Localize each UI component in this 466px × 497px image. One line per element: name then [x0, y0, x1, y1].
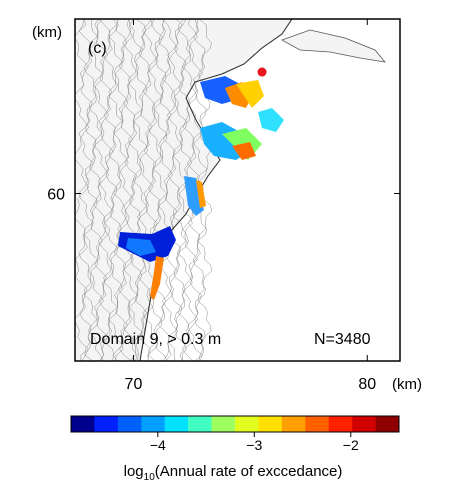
x-axis-ticks: 70 80 — [125, 19, 376, 393]
colorbar-cell — [71, 416, 95, 432]
colorbar-tick-label: −4 — [150, 437, 166, 453]
contour-line — [75, 19, 90, 361]
colorbar-cell — [258, 416, 283, 432]
contour-line — [92, 19, 109, 361]
domain-annotation: Domain 9, > 0.3 m — [90, 331, 221, 348]
contour-line — [157, 19, 174, 361]
colorbar-tick-label: −2 — [343, 437, 359, 453]
contour-line — [132, 19, 148, 361]
contour-line — [161, 19, 179, 361]
colorbar-ticks: −4 −3 −2 — [150, 432, 359, 453]
inundation-zones — [118, 76, 284, 300]
colorbar-cell — [375, 416, 400, 432]
zone-coast-strip-hot — [196, 180, 206, 208]
y-unit-label: (km) — [32, 24, 62, 41]
zone-coast-strip — [184, 176, 204, 216]
x-unit-label: (km) — [392, 376, 422, 393]
colorbar-cell — [141, 416, 166, 432]
contour-line — [83, 19, 99, 361]
contour-line — [127, 19, 143, 361]
colorbar-cells — [71, 416, 400, 432]
colorbar-tick-label: −3 — [246, 437, 262, 453]
map-panel: 60 70 80 (c) (km) (km) Domain 9, > 0.3 m … — [32, 18, 422, 393]
contour-line — [112, 19, 129, 361]
north-peninsula — [281, 29, 386, 63]
zone-east-islands — [258, 108, 284, 132]
contour-line — [166, 19, 184, 361]
contour-line — [177, 19, 193, 361]
x-tick-label: 70 — [125, 376, 143, 393]
colorbar-label: log10(Annual rate of exccedance) — [124, 463, 343, 483]
contour-line — [172, 19, 188, 361]
colorbar-cell — [328, 416, 353, 432]
colorbar-cell — [235, 416, 259, 432]
y-axis-ticks: 60 — [47, 186, 400, 203]
colorbar-cell — [281, 416, 306, 432]
zone-bay-north-edge — [236, 80, 264, 108]
count-annotation: N=3480 — [314, 331, 371, 348]
contour-line — [97, 19, 114, 361]
contour-line — [102, 19, 119, 361]
map-frame — [74, 18, 401, 362]
topographic-contours — [75, 19, 213, 361]
colorbar-cell — [164, 416, 189, 432]
colorbar-cell — [117, 416, 142, 432]
colorbar-cell — [352, 416, 376, 432]
colorbar: −4 −3 −2 log10(Annual rate of exccedance) — [70, 415, 400, 483]
colorbar-cell — [305, 416, 330, 432]
zone-mid-hot — [232, 142, 256, 160]
colorbar-cell — [188, 416, 212, 432]
site-marker — [257, 67, 267, 77]
contour-line — [117, 19, 134, 361]
x-tick-label: 80 — [358, 376, 376, 393]
colorbar-frame — [70, 415, 400, 433]
panel-label: (c) — [88, 40, 107, 57]
contour-line — [122, 19, 139, 361]
zone-south-shore — [150, 256, 164, 300]
y-tick-label: 60 — [47, 186, 65, 203]
contour-line — [108, 19, 124, 361]
contour-line — [147, 19, 164, 361]
colorbar-cell — [211, 416, 236, 432]
colorbar-cell — [94, 416, 119, 432]
contour-line — [78, 19, 94, 361]
zone-south-bay-inner — [126, 238, 156, 256]
